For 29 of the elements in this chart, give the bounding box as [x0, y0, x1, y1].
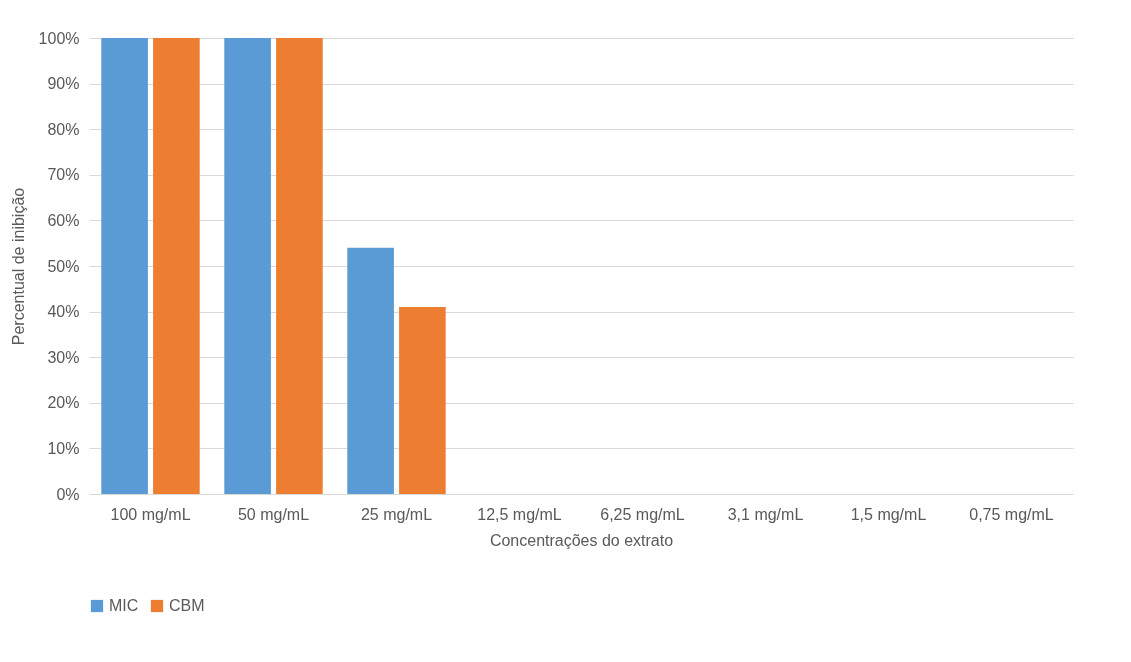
- y-tick-label: 80%: [47, 120, 80, 138]
- y-axis-title: Percentual de inibição: [9, 187, 27, 346]
- x-axis-title: Concentrações do extrato: [489, 531, 674, 549]
- legend-label: MIC: [109, 597, 139, 614]
- y-tick-label: 90%: [47, 75, 80, 93]
- x-tick-label: 6,25 mg/mL: [600, 505, 685, 523]
- y-tick-label: 70%: [47, 166, 80, 184]
- y-tick-label: 30%: [47, 348, 80, 366]
- x-tick-label: 12,5 mg/mL: [477, 505, 562, 523]
- y-tick-label: 100%: [38, 29, 80, 47]
- bar: [153, 38, 200, 494]
- y-tick-label: 50%: [47, 257, 80, 275]
- x-tick-label: 3,1 mg/mL: [727, 505, 804, 523]
- bar: [347, 247, 394, 494]
- bar: [224, 38, 271, 494]
- x-tick-label: 25 mg/mL: [360, 505, 433, 523]
- x-tick-label: 0,75 mg/mL: [969, 505, 1054, 523]
- bar: [276, 38, 323, 494]
- legend-label: CBM: [169, 597, 205, 614]
- y-tick-label: 0%: [56, 485, 80, 503]
- x-tick-label: 100 mg/mL: [110, 505, 191, 523]
- y-tick-label: 20%: [47, 394, 80, 412]
- y-tick-label: 60%: [47, 211, 80, 229]
- x-tick-label: 1,5 mg/mL: [850, 505, 927, 523]
- bar: [399, 307, 446, 494]
- bar: [101, 38, 148, 494]
- x-tick-label: 50 mg/mL: [237, 505, 310, 523]
- y-tick-label: 10%: [47, 439, 80, 457]
- y-tick-label: 40%: [47, 303, 80, 321]
